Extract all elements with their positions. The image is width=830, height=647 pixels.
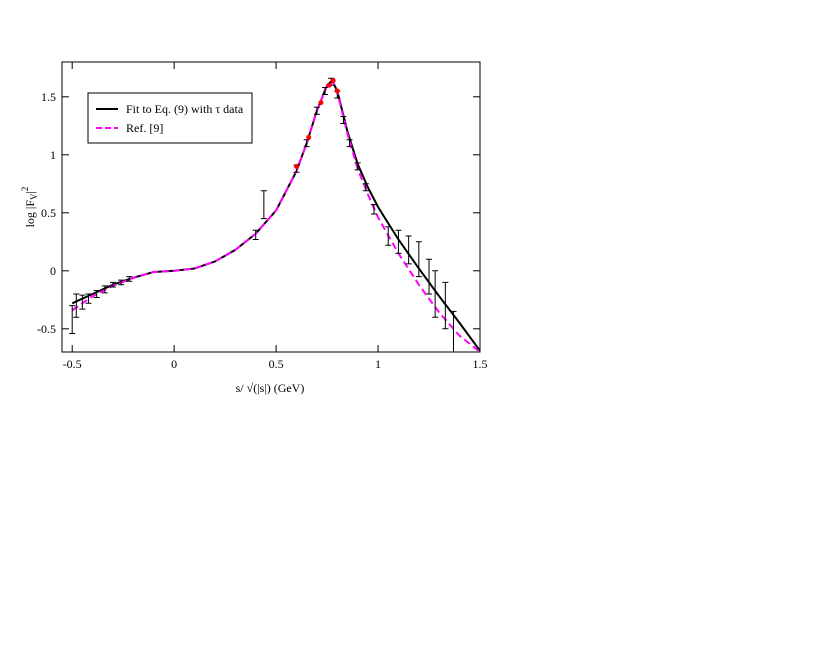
error-bar [340,116,347,124]
error-bar [313,106,320,115]
y-tick-label: -0.5 [37,322,56,336]
legend-box [87,92,253,144]
error-bar [126,276,133,282]
data-point [318,100,324,106]
error-bar [362,183,369,192]
error-bar [426,258,433,295]
y-tick-label: 0.5 [41,206,56,220]
x-tick-label: 1 [375,357,381,371]
legend-label: Ref. [9] [126,121,163,135]
x-axis-label: s/ √(|s|) (GeV) [236,381,305,395]
x-tick-label: 1.5 [473,357,488,371]
plot-area [69,77,480,352]
error-bar [79,294,86,310]
data-point [306,134,312,140]
error-bar [69,305,76,334]
data-point [330,78,336,84]
error-bar [101,285,108,294]
data-point [326,82,332,88]
error-bar [73,293,80,318]
error-bar [260,190,267,220]
error-bar [370,204,377,215]
error-bar [405,235,412,265]
error-bar [354,162,361,171]
y-tick-label: 1.5 [41,90,56,104]
y-label-sup: 2 [20,187,30,192]
error-bar [432,270,439,318]
error-bar [450,310,457,352]
curve [71,78,480,352]
y-label-sub: V [29,193,39,200]
data-point [334,88,340,94]
x-tick-label: 0 [171,357,177,371]
plot-frame [61,61,481,353]
error-bar [118,279,125,286]
error-bar [85,293,92,304]
legend-label: Fit to Eq. (9) with τ data [126,102,244,116]
error-bar [93,290,100,298]
y-axis-label: log |FV|2 [20,187,39,228]
error-bar [109,281,116,288]
y-tick-label: 0 [50,264,56,278]
error-bar [303,139,310,148]
y-tick-label: 1 [50,148,56,162]
data-point [293,163,299,169]
error-bar [415,241,422,278]
error-bar [322,87,329,95]
x-tick-label: 0.5 [269,357,284,371]
y-label-text: log |F [23,200,37,228]
error-bar [442,281,449,330]
error-bar [346,139,353,148]
error-bar [385,226,392,246]
error-bar [252,229,259,240]
error-bar [395,229,402,254]
y-label-after: | [23,191,37,193]
x-tick-label: -0.5 [63,357,82,371]
